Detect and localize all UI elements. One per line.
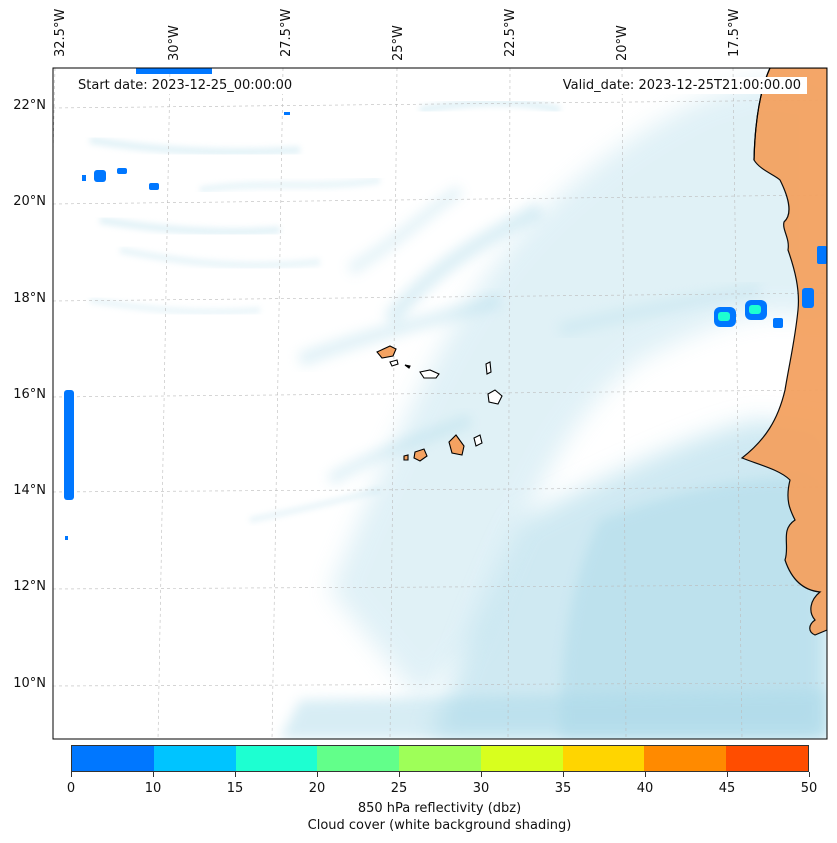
lat-label: 10°N — [13, 676, 46, 691]
colorbar-tick-label: 0 — [66, 781, 76, 796]
cape-verde-islands — [376, 345, 503, 462]
reflectivity-blob — [65, 536, 68, 540]
map-frame — [52, 67, 828, 740]
lat-label: 20°N — [13, 194, 46, 209]
reflectivity-core — [718, 312, 730, 321]
colorbar-segment — [235, 746, 318, 771]
reflectivity-blob — [773, 318, 783, 328]
colorbar-tick-label: 20 — [308, 781, 326, 796]
colorbar-tick — [316, 772, 318, 777]
colorbar-tick-label: 40 — [636, 781, 654, 796]
colorbar-tick-label: 30 — [472, 781, 490, 796]
colorbar-tick-label: 10 — [144, 781, 162, 796]
reflectivity-core — [749, 305, 761, 314]
reflectivity-blob — [149, 183, 159, 190]
colorbar-segment — [153, 746, 236, 771]
start-date-label: Start date: 2023-12-25_00:00:00 — [72, 77, 299, 94]
colorbar-tick — [562, 772, 564, 777]
colorbar-tick — [234, 772, 236, 777]
lat-label: 12°N — [13, 579, 46, 594]
reflectivity-blob — [802, 288, 814, 308]
lon-label: 25°W — [391, 25, 406, 61]
lat-label: 22°N — [13, 98, 46, 113]
lat-label: 16°N — [13, 387, 46, 402]
reflectivity-blob — [817, 246, 827, 264]
africa-coastline — [740, 68, 827, 636]
reflectivity-blobs — [64, 68, 827, 540]
colorbar-tick-label: 45 — [718, 781, 736, 796]
reflectivity-blob — [82, 175, 86, 181]
lat-label: 18°N — [13, 291, 46, 306]
colorbar-tick-label: 50 — [800, 781, 818, 796]
valid-date-label: Valid_date: 2023-12-25T21:00:00.00 — [556, 77, 807, 94]
colorbar-tick-label: 35 — [554, 781, 572, 796]
gridlines — [53, 68, 827, 739]
reflectivity-blob — [284, 112, 290, 115]
colorbar-tick — [70, 772, 72, 777]
lon-label: 27.5°W — [279, 8, 294, 57]
reflectivity-blob — [117, 168, 127, 174]
colorbar-tick-label: 15 — [226, 781, 244, 796]
colorbar-segment — [399, 746, 481, 771]
colorbar-segment — [644, 746, 727, 771]
colorbar-tick — [726, 772, 728, 777]
lon-label: 22.5°W — [503, 8, 518, 57]
reflectivity-blob — [94, 170, 106, 182]
colorbar-tick-label: 25 — [390, 781, 408, 796]
colorbar-tick — [644, 772, 646, 777]
lon-label: 17.5°W — [727, 8, 742, 57]
reflectivity-blob — [136, 68, 212, 74]
colorbar-label-reflectivity: 850 hPa reflectivity (dbz) — [357, 801, 522, 816]
colorbar-tick — [808, 772, 810, 777]
lon-label: 32.5°W — [53, 8, 68, 57]
colorbar-segment — [562, 746, 645, 771]
reflectivity-blob — [64, 390, 74, 500]
lat-label: 14°N — [13, 483, 46, 498]
lon-label: 20°W — [615, 25, 630, 61]
colorbar-segment — [72, 746, 154, 771]
cloud-cover-shading — [54, 80, 827, 739]
lon-label: 30°W — [167, 25, 182, 61]
colorbar-tick — [152, 772, 154, 777]
colorbar-tick — [398, 772, 400, 777]
colorbar-label-cloud-cover: Cloud cover (white background shading) — [307, 818, 572, 833]
reflectivity-colorbar — [71, 745, 809, 772]
colorbar-segment — [317, 746, 400, 771]
colorbar-tick — [480, 772, 482, 777]
colorbar-segment — [480, 746, 563, 771]
colorbar-segment — [726, 746, 809, 771]
